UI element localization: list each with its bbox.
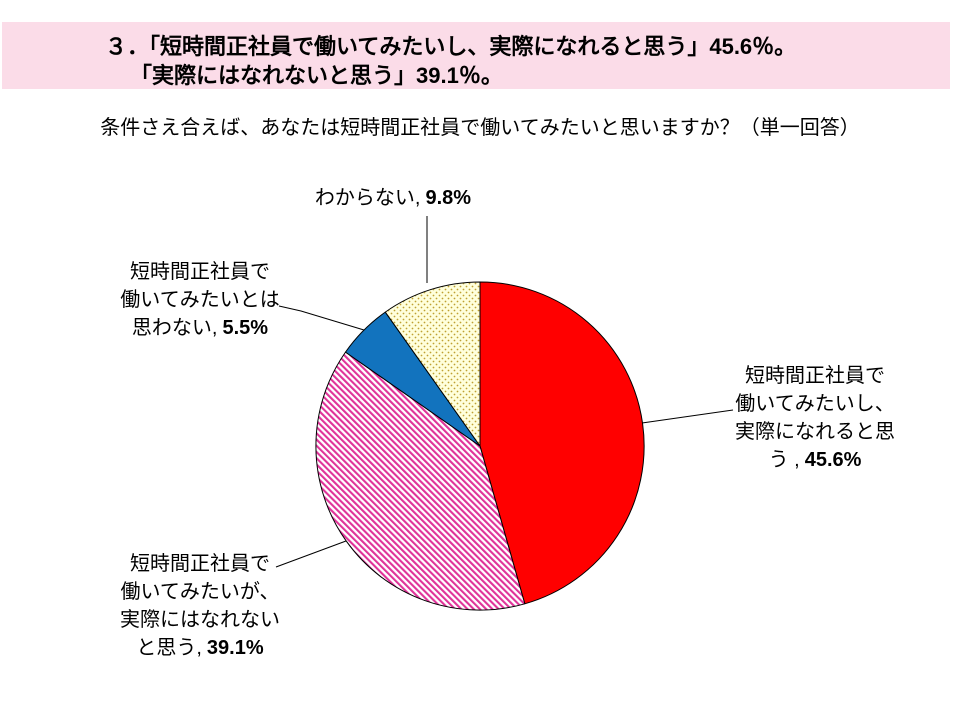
pie-label-unknown-value: 9.8% <box>425 187 472 209</box>
pie-label-want-cannot-line2: 働いてみたいが、 <box>120 581 280 603</box>
pie-label-want-can-value: 45.6% <box>804 449 862 471</box>
pie-label-not-want: 短時間正社員で 働いてみたいとは 思わない, 5.5% <box>100 258 300 342</box>
pie-label-want-can-line1: 短時間正社員で <box>745 365 885 387</box>
pie-label-want-cannot-line3: 実際にはなれない <box>120 609 280 631</box>
pie-label-unknown: わからない, 9.8% <box>293 184 493 212</box>
pie-label-want-can-line3: 実際になれると思 <box>735 421 895 443</box>
question-text: 条件さえ合えば、あなたは短時間正社員で働いてみたいと思いますか？（単一回答） <box>100 117 860 139</box>
pie-label-unknown-text: わからない, <box>314 187 421 209</box>
pie-label-want-can: 短時間正社員で 働いてみたいし、 実際になれると思 う , 45.6% <box>705 362 925 474</box>
pie-slice-unknown <box>384 281 481 447</box>
leader-line-want-cannot <box>275 540 347 568</box>
pie-label-not-want-line1: 短時間正社員で <box>130 261 270 283</box>
pie-slice-want-cannot <box>315 351 526 611</box>
pie-label-not-want-line3: 思わない, <box>131 317 218 339</box>
pie-label-not-want-line2: 働いてみたいとは <box>120 289 280 311</box>
pie-label-want-cannot: 短時間正社員で 働いてみたいが、 実際にはなれない と思う, 39.1% <box>95 550 305 662</box>
pie-label-want-cannot-line1: 短時間正社員で <box>130 553 270 575</box>
pie-label-want-can-line2: 働いてみたいし、 <box>735 393 895 415</box>
title-banner: ３．「短時間正社員で働いてみたいし、実際になれると思う」45.6％。 「実際には… <box>2 22 950 89</box>
pie-label-not-want-value: 5.5% <box>222 317 269 339</box>
title-line-1: ３．「短時間正社員で働いてみたいし、実際になれると思う」45.6％。 <box>105 34 797 59</box>
pie-label-want-cannot-value: 39.1% <box>206 637 264 659</box>
pie-label-want-can-line4: う , <box>768 449 800 471</box>
leader-line-want-can <box>641 409 734 424</box>
pie-label-want-cannot-line4: と思う, <box>136 637 202 659</box>
leader-line-not-want <box>278 305 365 331</box>
title-line-2: 「実際にはなれないと思う」39.1％。 <box>130 63 503 88</box>
